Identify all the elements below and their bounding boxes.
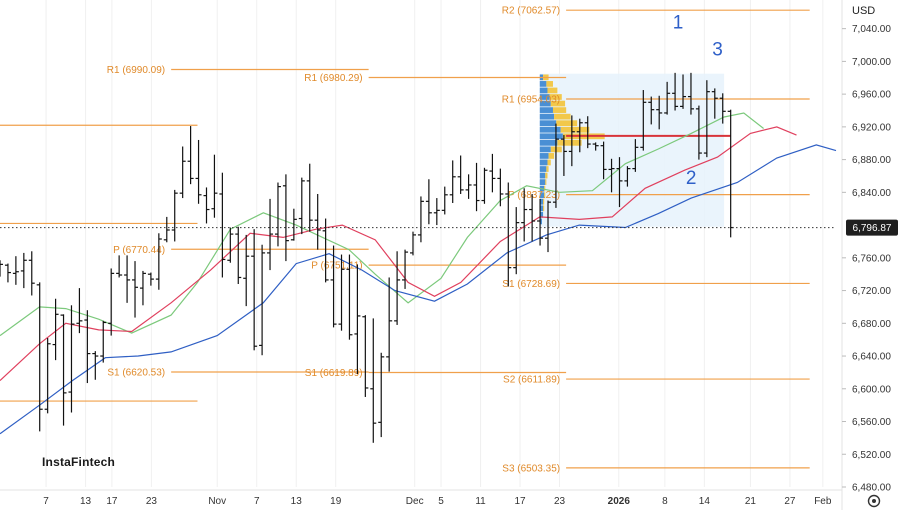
y-tick-label: 6,480.00 bbox=[852, 483, 891, 494]
volume-profile-sell-bar bbox=[560, 126, 590, 133]
x-tick-label: 7 bbox=[43, 496, 49, 507]
volume-profile-sell-bar bbox=[545, 172, 548, 179]
volume-profile-sell-bar bbox=[545, 179, 547, 185]
x-tick-label: 17 bbox=[514, 496, 526, 507]
pivot-level-label: S2 (6611.89) bbox=[503, 375, 560, 386]
volume-profile-sell-bar bbox=[543, 205, 545, 212]
volume-profile-buy-bar bbox=[539, 120, 557, 127]
pivot-level-label: S3 (6503.35) bbox=[502, 463, 560, 474]
volume-profile-buy-bar bbox=[539, 218, 542, 225]
x-tick-label: 11 bbox=[475, 496, 486, 507]
volume-profile-buy-bar bbox=[539, 100, 551, 107]
y-tick-label: 6,560.00 bbox=[852, 417, 891, 428]
pivot-level-label: P (6837.23) bbox=[508, 190, 560, 201]
volume-profile-buy-bar bbox=[539, 198, 544, 205]
x-tick-label: Dec bbox=[406, 496, 424, 507]
volume-profile-buy-bar bbox=[539, 172, 546, 179]
volume-profile-sell-bar bbox=[557, 139, 582, 146]
volume-profile-sell-bar bbox=[547, 87, 558, 94]
pivot-level-label: R1 (6990.09) bbox=[107, 65, 165, 76]
last-price-badge bbox=[846, 219, 898, 236]
volume-profile-sell-bar bbox=[556, 120, 578, 127]
currency-label: USD bbox=[852, 5, 876, 17]
volume-profile-buy-bar bbox=[539, 133, 563, 140]
x-tick-label: 8 bbox=[662, 496, 668, 507]
moving-average-line bbox=[0, 126, 797, 382]
volume-profile-buy-bar bbox=[539, 87, 548, 94]
volume-profile-sell-bar bbox=[546, 166, 549, 172]
volume-profile-sell-bar bbox=[549, 94, 562, 100]
x-tick-label: 17 bbox=[106, 496, 118, 507]
volume-profile-sell-bar bbox=[546, 81, 553, 87]
wave-annotation: 1 bbox=[673, 13, 684, 34]
pivot-level-label: S1 (6619.89) bbox=[305, 368, 363, 379]
last-price-label: 6,796.87 bbox=[853, 223, 892, 234]
settings-gear-icon[interactable] bbox=[867, 494, 881, 508]
x-tick-label: 21 bbox=[745, 496, 757, 507]
y-tick-label: 7,000.00 bbox=[852, 57, 891, 68]
x-tick-label: 23 bbox=[554, 496, 566, 507]
watermark: InstaFintech bbox=[42, 455, 116, 469]
y-tick-label: 6,760.00 bbox=[852, 253, 891, 264]
pivot-level-label: P (6751.11) bbox=[311, 261, 362, 272]
wave-annotation: 3 bbox=[712, 40, 723, 61]
volume-profile-buy-bar bbox=[539, 166, 547, 172]
y-tick-label: 6,840.00 bbox=[852, 188, 891, 199]
x-tick-label: 2026 bbox=[608, 496, 631, 507]
y-tick-label: 7,040.00 bbox=[852, 24, 891, 35]
x-tick-label: Feb bbox=[814, 496, 832, 507]
volume-profile-zone bbox=[539, 73, 725, 227]
y-tick-label: 6,680.00 bbox=[852, 319, 891, 330]
y-tick-label: 6,600.00 bbox=[852, 384, 891, 395]
volume-profile-buy-bar bbox=[539, 211, 544, 218]
volume-profile-sell-bar bbox=[550, 100, 566, 107]
x-tick-label: 14 bbox=[699, 496, 711, 507]
pivot-level-label: R2 (7062.57) bbox=[502, 6, 560, 17]
volume-profile-buy-bar bbox=[539, 139, 558, 146]
volume-profile-buy-bar bbox=[539, 113, 555, 120]
volume-profile-buy-bar bbox=[539, 107, 553, 113]
x-tick-label: 7 bbox=[254, 496, 260, 507]
volume-profile-sell-bar bbox=[544, 185, 546, 192]
x-tick-label: 23 bbox=[146, 496, 158, 507]
volume-profile-buy-bar bbox=[539, 126, 561, 133]
x-tick-label: 13 bbox=[291, 496, 303, 507]
pivot-level-label: S1 (6620.53) bbox=[107, 367, 165, 378]
volume-profile-buy-bar bbox=[539, 159, 548, 166]
pivot-level-label: P (6770.44) bbox=[113, 245, 165, 256]
volume-profile-buy-bar bbox=[539, 192, 545, 199]
y-tick-label: 6,640.00 bbox=[852, 352, 891, 363]
volume-profile-sell-bar bbox=[543, 198, 545, 205]
y-tick-label: 6,960.00 bbox=[852, 90, 891, 101]
volume-profile-sell-bar bbox=[547, 159, 551, 166]
pivot-level-label: R1 (6980.29) bbox=[304, 73, 362, 84]
volume-profile-buy-bar bbox=[539, 81, 547, 87]
y-tick-label: 6,920.00 bbox=[852, 122, 891, 133]
x-tick-label: Nov bbox=[208, 496, 226, 507]
wave-annotation: 2 bbox=[686, 168, 697, 189]
x-tick-label: 27 bbox=[784, 496, 796, 507]
volume-profile-buy-bar bbox=[539, 146, 551, 153]
moving-average-line bbox=[0, 144, 837, 435]
volume-profile-buy-bar bbox=[539, 205, 544, 212]
volume-profile-sell-bar bbox=[548, 153, 555, 159]
volume-profile-sell-bar bbox=[552, 107, 567, 113]
volume-profile-buy-bar bbox=[539, 94, 550, 100]
volume-profile-buy-bar bbox=[539, 153, 549, 159]
volume-profile-sell-bar bbox=[554, 113, 571, 120]
pivot-level-label: S1 (6728.69) bbox=[502, 279, 560, 290]
pivot-level-label: R1 (6954.03) bbox=[502, 95, 560, 106]
volume-profile-sell-bar bbox=[544, 192, 546, 199]
y-tick-label: 6,520.00 bbox=[852, 450, 891, 461]
y-tick-label: 6,720.00 bbox=[852, 286, 891, 297]
volume-profile-buy-bar bbox=[539, 179, 546, 185]
settings-gear-icon[interactable] bbox=[872, 499, 876, 503]
x-tick-label: 19 bbox=[330, 496, 342, 507]
x-tick-label: 13 bbox=[80, 496, 92, 507]
y-tick-label: 6,880.00 bbox=[852, 155, 891, 166]
x-tick-label: 5 bbox=[438, 496, 444, 507]
